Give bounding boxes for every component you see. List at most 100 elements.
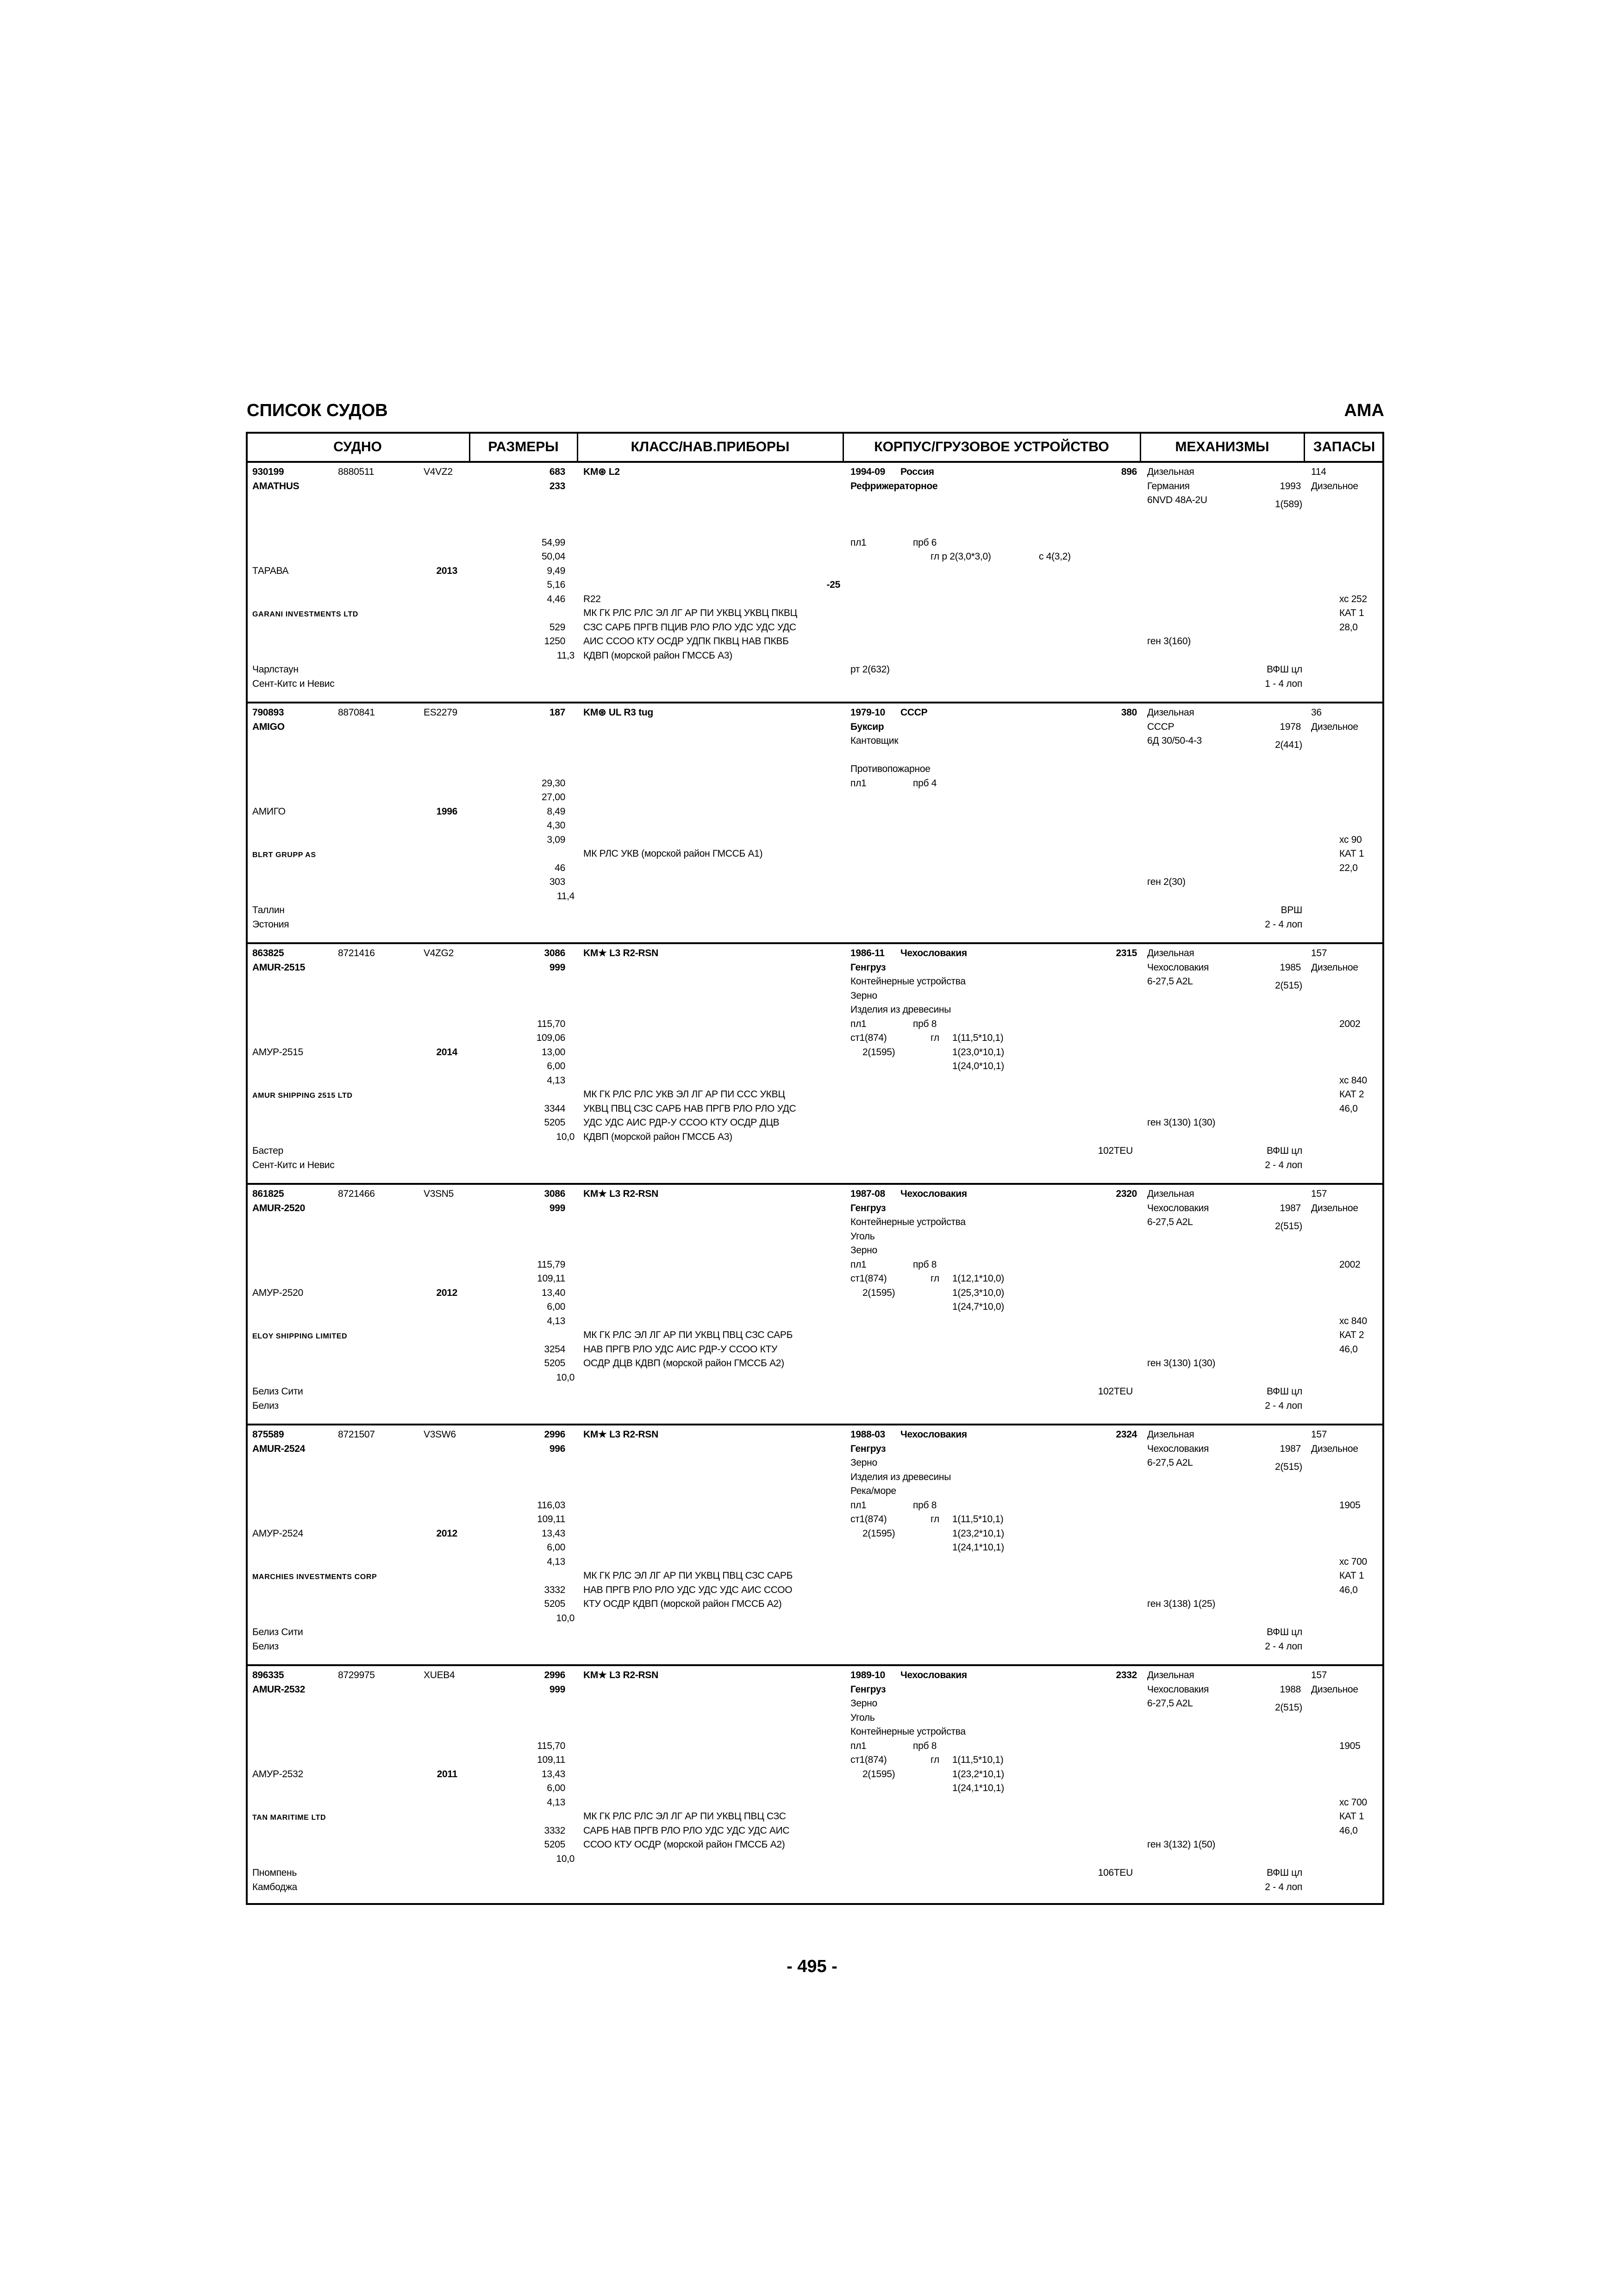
hull-cargo-line: гл (931, 1514, 939, 1524)
engine-country: Чехословакия (1147, 962, 1209, 973)
hull-country: СССР (900, 707, 928, 718)
stores-category: КАТ 1 (1339, 848, 1364, 859)
stores-xc: хс 700 (1339, 1556, 1367, 1567)
hull-country: Чехословакия (900, 1429, 967, 1440)
column-divider (1140, 432, 1141, 462)
stores-category: КАТ 1 (1339, 1811, 1364, 1822)
hull-cargo-line: ст1(874) (850, 1033, 887, 1043)
hull-figure: 380 (1121, 707, 1137, 718)
stores-category: КАТ 2 (1339, 1330, 1364, 1340)
engine-type: Дизельная (1147, 707, 1194, 718)
column-header-dimensions: РАЗМЕРЫ (488, 439, 559, 454)
hull-cargo-line: 1(24,7*10,0) (952, 1301, 1004, 1312)
dimension-speed: 11,4 (556, 890, 575, 902)
nav-equipment-line: СЗС САРБ ПРГВ ПЦИВ РЛО РЛО УДС УДС УДС (583, 622, 796, 633)
engine-year: 1978 (1280, 721, 1301, 732)
ship-name-russian: АМИГО (252, 806, 286, 817)
generators: ген 3(130) 1(30) (1147, 1117, 1216, 1128)
dimension-loa: 115,79 (537, 1259, 565, 1270)
propeller-blades: 2 - 4 лоп (1265, 1159, 1302, 1170)
column-divider (1304, 432, 1305, 462)
propeller: ВФШ цл (1267, 1627, 1302, 1637)
hull-cargo-line: Изделия из древесины (850, 1004, 951, 1015)
dimension-draft: 4,13 (547, 1556, 565, 1567)
ship-name-russian: АМУР-2524 (252, 1528, 303, 1539)
hull-cargo-line: пл1 (850, 1259, 867, 1270)
dimension-lbp: 109,11 (537, 1514, 565, 1524)
dimension-depth: 4,30 (547, 820, 565, 831)
stores-xc: хс 840 (1339, 1075, 1367, 1086)
record-divider (246, 702, 1384, 703)
nav-equipment-line: КДВП (морской район ГМССБ А3) (583, 650, 732, 661)
engine-power: 2(515) (1275, 1702, 1302, 1713)
page-number: - 495 - (787, 1957, 837, 1976)
stores-value: 46,0 (1339, 1103, 1358, 1114)
stores-xc: хс 252 (1339, 593, 1367, 604)
flag-country: Сент-Китс и Невис (252, 678, 335, 689)
fuel-type: Дизельное (1311, 1443, 1358, 1454)
hull-figure: 2320 (1116, 1188, 1137, 1199)
build-year: 2012 (436, 1287, 457, 1298)
dimension-net: 999 (549, 1684, 565, 1695)
dimension-breadth: 9,49 (547, 565, 565, 576)
dimension-dw: 3332 (544, 1584, 565, 1595)
engine-model: 6-27,5 A2L (1147, 1457, 1193, 1468)
fuel-quantity: 114 (1311, 467, 1326, 477)
section-code: АМА (1344, 401, 1384, 420)
hull-cargo-line: Контейнерные устройства (850, 976, 966, 987)
hull-cargo-line: ст1(874) (850, 1273, 887, 1284)
record-divider (246, 942, 1384, 944)
hull-cargo-line: 1(23,0*10,1) (952, 1046, 1004, 1058)
home-port: Белиз Сити (252, 1386, 303, 1397)
dimension-dw: 3254 (544, 1344, 565, 1355)
imo-number: 8729975 (338, 1670, 375, 1680)
engine-model: 6-27,5 A2L (1147, 1698, 1193, 1709)
hull-country: Чехословакия (900, 948, 967, 958)
imo-number: 8870841 (338, 707, 375, 718)
hull-cargo-line: 1(11,5*10,1) (952, 1033, 1004, 1043)
engine-power: 2(515) (1275, 980, 1302, 991)
generators: ген 3(130) 1(30) (1147, 1358, 1216, 1369)
hull-cargo-line: Уголь (850, 1712, 875, 1723)
dimension-speed: 10,0 (556, 1612, 575, 1624)
build-year: 2011 (437, 1768, 458, 1780)
fuel-type: Дизельное (1311, 1684, 1358, 1695)
engine-power: 2(515) (1275, 1462, 1302, 1473)
column-header-stores: ЗАПАСЫ (1313, 439, 1375, 454)
stores-extra: 1905 (1339, 1740, 1361, 1751)
propeller-blades: 2 - 4 лоп (1265, 919, 1302, 930)
dimension-speed: 10,0 (556, 1853, 575, 1864)
hull-cargo-line: 2(1595) (862, 1768, 895, 1780)
ship-name: AMUR-2515 (252, 962, 305, 973)
hull-type: Буксир (850, 721, 884, 732)
registry-number: 875589 (252, 1429, 284, 1440)
propeller-blades: 1 - 4 лоп (1265, 678, 1302, 689)
call-sign: V4VZ2 (424, 467, 453, 477)
class-extra: R22 (583, 593, 601, 604)
hull-cargo-line: 1(24,1*10,1) (952, 1542, 1004, 1553)
stores-category: КАТ 1 (1339, 1570, 1364, 1581)
hull-cargo-line: пл1 (850, 1018, 867, 1029)
hull-cargo-line: Уголь (850, 1231, 875, 1242)
hull-cargo-line: 1(23,2*10,1) (952, 1768, 1004, 1780)
engine-year: 1988 (1280, 1684, 1301, 1695)
call-sign: ES2279 (424, 707, 457, 718)
engine-type: Дизельная (1147, 1188, 1194, 1199)
generators: ген 3(132) 1(50) (1147, 1839, 1216, 1850)
hull-type: Генгруз (850, 1202, 886, 1213)
dimension-displacement: 5205 (544, 1358, 565, 1369)
dimension-breadth: 13,43 (541, 1528, 565, 1539)
dimension-draft: 4,46 (547, 593, 565, 604)
engine-model: 6NVD 48A-2U (1147, 495, 1207, 505)
hull-cargo-line: прб 8 (913, 1259, 937, 1270)
propeller: ВРШ (1280, 905, 1303, 915)
hull-cargo-line: Зерно (850, 990, 877, 1001)
class-notation: KM⊛ UL R3 tug (583, 707, 653, 718)
column-divider (577, 432, 578, 462)
hull-cargo-line: 1(24,1*10,1) (952, 1783, 1004, 1793)
stores-value: 46,0 (1339, 1584, 1358, 1595)
fuel-type: Дизельное (1311, 1202, 1358, 1213)
fuel-quantity: 157 (1311, 1670, 1327, 1680)
engine-power: 1(589) (1275, 499, 1302, 510)
fuel-type: Дизельное (1311, 480, 1358, 492)
